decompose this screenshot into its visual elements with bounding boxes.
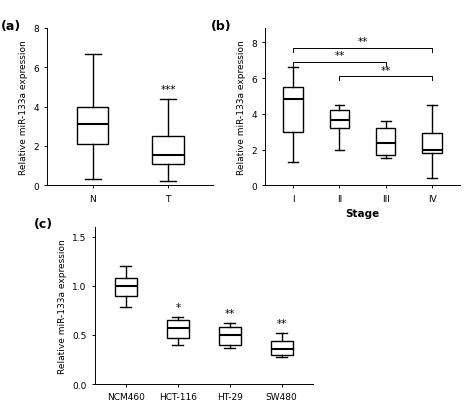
- PathPatch shape: [283, 88, 303, 132]
- Y-axis label: Relative miR-133a expression: Relative miR-133a expression: [57, 238, 66, 373]
- Y-axis label: Relative miR-133a expression: Relative miR-133a expression: [19, 40, 28, 175]
- Y-axis label: Relative miR-133a expression: Relative miR-133a expression: [237, 40, 246, 175]
- Text: ***: ***: [160, 85, 176, 95]
- PathPatch shape: [167, 320, 189, 338]
- Text: **: **: [225, 309, 235, 318]
- PathPatch shape: [77, 107, 109, 145]
- PathPatch shape: [115, 278, 137, 296]
- PathPatch shape: [422, 133, 442, 154]
- Text: **: **: [334, 51, 345, 61]
- Text: (b): (b): [211, 19, 232, 33]
- X-axis label: Stage: Stage: [346, 209, 380, 218]
- Text: **: **: [357, 37, 368, 47]
- Text: (c): (c): [34, 218, 53, 231]
- PathPatch shape: [152, 137, 184, 164]
- Text: **: **: [381, 66, 391, 76]
- PathPatch shape: [219, 327, 241, 345]
- Text: (a): (a): [1, 19, 21, 33]
- PathPatch shape: [271, 341, 292, 355]
- Text: *: *: [175, 303, 181, 313]
- PathPatch shape: [376, 129, 395, 156]
- Text: **: **: [276, 318, 287, 328]
- PathPatch shape: [330, 111, 349, 129]
